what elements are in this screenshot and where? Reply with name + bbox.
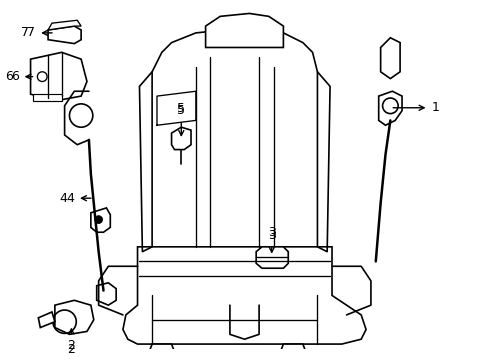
Text: 7: 7: [20, 26, 29, 39]
Polygon shape: [378, 91, 401, 125]
Polygon shape: [38, 312, 55, 328]
Text: 6: 6: [11, 70, 33, 83]
Text: 2: 2: [67, 329, 75, 352]
Circle shape: [95, 216, 102, 224]
Polygon shape: [278, 344, 307, 360]
Text: 1: 1: [392, 101, 438, 114]
Polygon shape: [91, 208, 110, 232]
Polygon shape: [171, 127, 191, 149]
Text: 7: 7: [27, 26, 52, 39]
Text: 5: 5: [177, 104, 185, 135]
Text: 3: 3: [267, 229, 275, 252]
Polygon shape: [380, 38, 399, 78]
Text: 3: 3: [267, 226, 275, 239]
Polygon shape: [122, 247, 366, 344]
Text: 2: 2: [67, 343, 75, 356]
Text: 4: 4: [60, 192, 67, 205]
Polygon shape: [55, 300, 94, 334]
Text: 6: 6: [5, 70, 13, 83]
Text: 5: 5: [177, 102, 185, 114]
Polygon shape: [48, 26, 81, 44]
Polygon shape: [205, 13, 283, 48]
Polygon shape: [256, 247, 287, 268]
Polygon shape: [30, 52, 87, 101]
Polygon shape: [147, 344, 176, 360]
Polygon shape: [32, 94, 61, 101]
Polygon shape: [152, 28, 317, 247]
Polygon shape: [48, 20, 81, 30]
Text: 4: 4: [66, 192, 91, 205]
Polygon shape: [97, 283, 116, 305]
